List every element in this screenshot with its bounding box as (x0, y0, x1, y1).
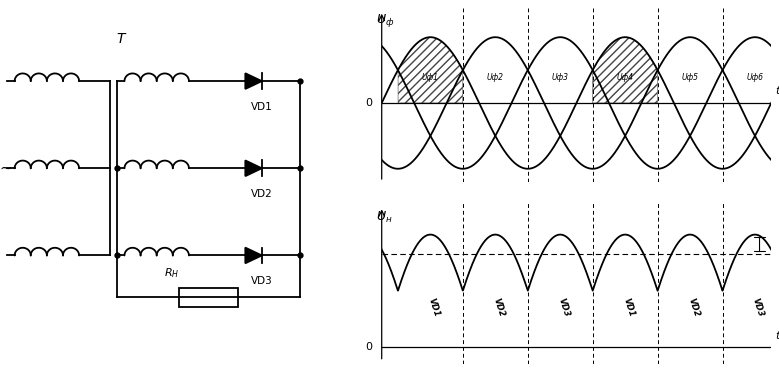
Polygon shape (245, 160, 262, 176)
Text: $R_H$: $R_H$ (164, 266, 180, 280)
Text: $U_н$: $U_н$ (376, 210, 393, 225)
Text: VD3: VD3 (556, 297, 571, 318)
Text: Uф4: Uф4 (617, 74, 633, 83)
Text: ~: ~ (0, 161, 12, 176)
Text: Uф3: Uф3 (552, 74, 569, 83)
Text: Uф6: Uф6 (746, 74, 763, 83)
Text: VD2: VD2 (492, 297, 506, 318)
Text: Uф1: Uф1 (422, 74, 439, 83)
Text: 0: 0 (365, 98, 372, 108)
Bar (179, 288, 238, 307)
Text: Uф5: Uф5 (682, 74, 699, 83)
Text: Uф2: Uф2 (487, 74, 504, 83)
Polygon shape (245, 73, 262, 89)
Polygon shape (245, 247, 262, 263)
Text: $U_ф$: $U_ф$ (376, 12, 394, 29)
Text: VD2: VD2 (686, 297, 700, 318)
Text: $t$: $t$ (775, 329, 779, 341)
Text: VD1: VD1 (621, 297, 636, 318)
Text: VD3: VD3 (251, 276, 273, 287)
Text: $t$: $t$ (775, 85, 779, 96)
Text: 0: 0 (365, 342, 372, 352)
Text: VD1: VD1 (251, 102, 273, 112)
Text: T: T (117, 32, 125, 46)
Text: VD2: VD2 (251, 189, 273, 199)
Text: VD1: VD1 (426, 297, 441, 318)
Text: VD3: VD3 (751, 297, 766, 318)
